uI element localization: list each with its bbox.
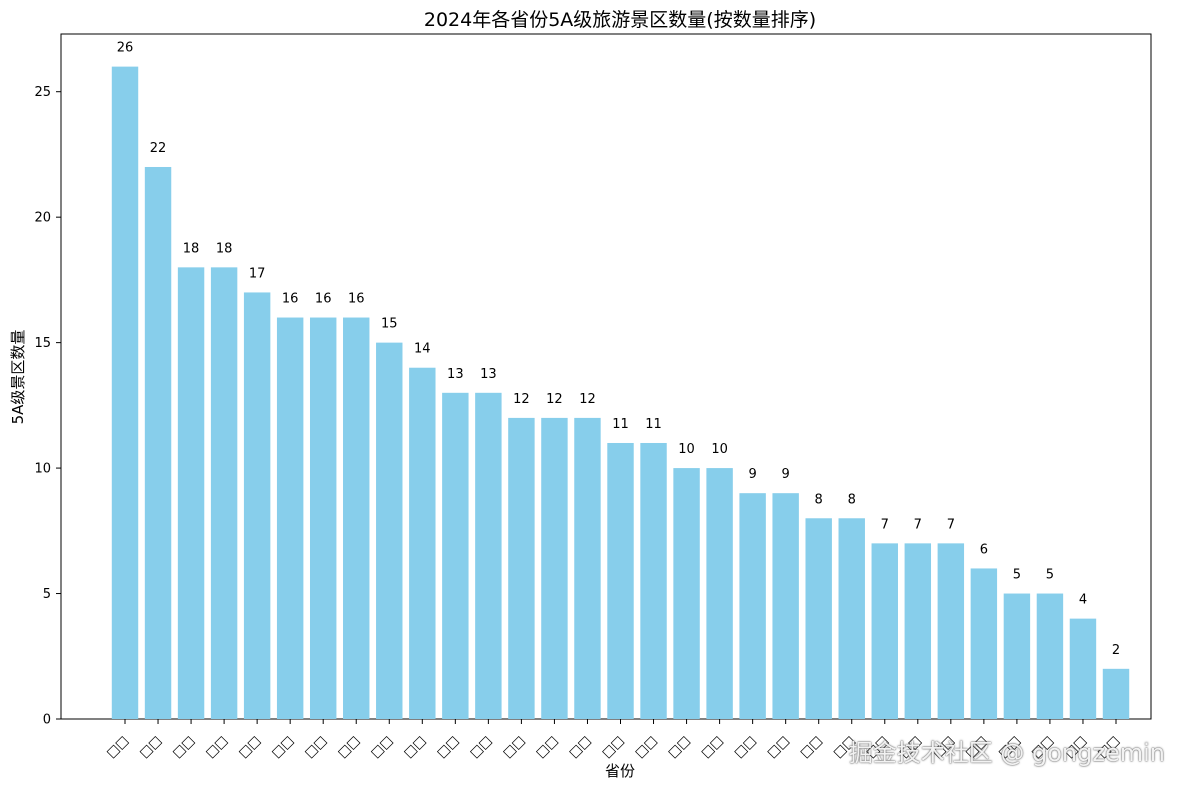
y-tick-label: 5 xyxy=(43,587,51,602)
data-label: 5 xyxy=(1013,568,1021,583)
data-label: 9 xyxy=(748,467,756,482)
x-tick-label: □□ xyxy=(765,733,793,761)
y-axis-label: 5A级景区数量 xyxy=(9,330,27,425)
bar xyxy=(1003,593,1031,719)
data-label: 8 xyxy=(815,492,823,507)
data-label: 12 xyxy=(546,392,563,407)
bar xyxy=(706,468,733,719)
x-tick-label: □□ xyxy=(137,733,165,761)
data-label: 18 xyxy=(183,241,200,256)
bar xyxy=(376,342,403,719)
data-label: 16 xyxy=(282,292,299,307)
x-tick-label: □□ xyxy=(203,733,231,761)
data-label: 10 xyxy=(678,442,695,457)
x-tick-label: □□ xyxy=(599,733,627,761)
data-label: 18 xyxy=(216,241,233,256)
y-tick-label: 10 xyxy=(34,462,51,477)
data-label: 7 xyxy=(947,517,955,532)
bars-group xyxy=(111,66,1130,720)
bar xyxy=(210,267,238,719)
x-tick-label: □□ xyxy=(500,733,528,761)
bar xyxy=(508,417,535,719)
bar xyxy=(309,317,337,719)
y-tick-label: 0 xyxy=(43,713,51,728)
bar xyxy=(673,468,700,719)
x-tick-label: □□ xyxy=(632,733,660,761)
bar xyxy=(970,568,998,719)
data-label: 10 xyxy=(711,442,728,457)
data-label: 4 xyxy=(1079,593,1087,608)
x-tick-label: □□ xyxy=(665,733,693,761)
bar xyxy=(1102,668,1130,719)
data-label: 16 xyxy=(315,292,332,307)
bar xyxy=(144,166,172,720)
data-label: 26 xyxy=(117,41,134,56)
x-tick-label: □□ xyxy=(434,733,462,761)
data-label: 11 xyxy=(645,417,662,432)
bar xyxy=(805,518,832,719)
x-tick-label: □□ xyxy=(302,733,330,761)
bar xyxy=(409,367,436,719)
data-label: 12 xyxy=(513,392,530,407)
data-label: 13 xyxy=(480,367,497,382)
x-tick-label: □□ xyxy=(368,733,396,761)
x-tick-label: □□ xyxy=(533,733,561,761)
data-label: 14 xyxy=(414,342,431,357)
bar xyxy=(607,442,634,719)
data-label: 15 xyxy=(381,317,398,332)
watermark-text: 掘金技术社区 @ gongzemin xyxy=(848,739,1165,767)
data-label: 16 xyxy=(348,292,365,307)
y-axis: 0 5 10 15 20 25 xyxy=(34,85,61,728)
bar xyxy=(937,543,965,719)
x-tick-label: □□ xyxy=(104,733,132,761)
data-label: 8 xyxy=(848,492,856,507)
bar xyxy=(1036,593,1064,719)
x-tick-label: □□ xyxy=(236,733,264,761)
bar xyxy=(904,543,932,719)
bar xyxy=(838,518,865,719)
x-tick-label: □□ xyxy=(731,733,759,761)
data-label: 6 xyxy=(980,542,988,557)
y-tick-label: 15 xyxy=(34,336,51,351)
data-label: 11 xyxy=(612,417,629,432)
data-label: 13 xyxy=(447,367,464,382)
bar xyxy=(111,66,139,720)
data-label: 12 xyxy=(579,392,596,407)
bar xyxy=(177,267,205,719)
data-label: 7 xyxy=(881,517,889,532)
data-label: 17 xyxy=(249,266,266,281)
y-tick-label: 20 xyxy=(34,211,51,226)
x-tick-label: □□ xyxy=(269,733,297,761)
bar xyxy=(541,417,568,719)
x-tick-label: □□ xyxy=(170,733,198,761)
bar xyxy=(640,442,667,719)
x-tick-label: □□ xyxy=(798,733,826,761)
x-tick-label: □□ xyxy=(401,733,429,761)
x-tick-label: □□ xyxy=(335,733,363,761)
x-tick-label: □□ xyxy=(566,733,594,761)
bar xyxy=(343,317,370,719)
bar xyxy=(276,317,304,719)
bar xyxy=(871,543,898,719)
bar xyxy=(739,493,766,719)
data-label: 5 xyxy=(1046,568,1054,583)
bar xyxy=(1069,618,1097,719)
bar xyxy=(475,392,502,719)
bar xyxy=(574,417,601,719)
plot-area-frame xyxy=(60,33,1152,720)
bar xyxy=(442,392,469,719)
data-label: 9 xyxy=(782,467,790,482)
y-tick-label: 25 xyxy=(34,85,51,100)
data-label: 22 xyxy=(150,141,167,156)
bar xyxy=(243,292,271,719)
x-tick-label: □□ xyxy=(698,733,726,761)
data-label: 7 xyxy=(914,517,922,532)
data-label: 2 xyxy=(1112,643,1120,658)
x-tick-label: □□ xyxy=(467,733,495,761)
chart-title: 2024年各省份5A级旅游景区数量(按数量排序) xyxy=(424,9,816,31)
bar xyxy=(772,493,799,719)
x-axis-label: 省份 xyxy=(605,762,635,780)
